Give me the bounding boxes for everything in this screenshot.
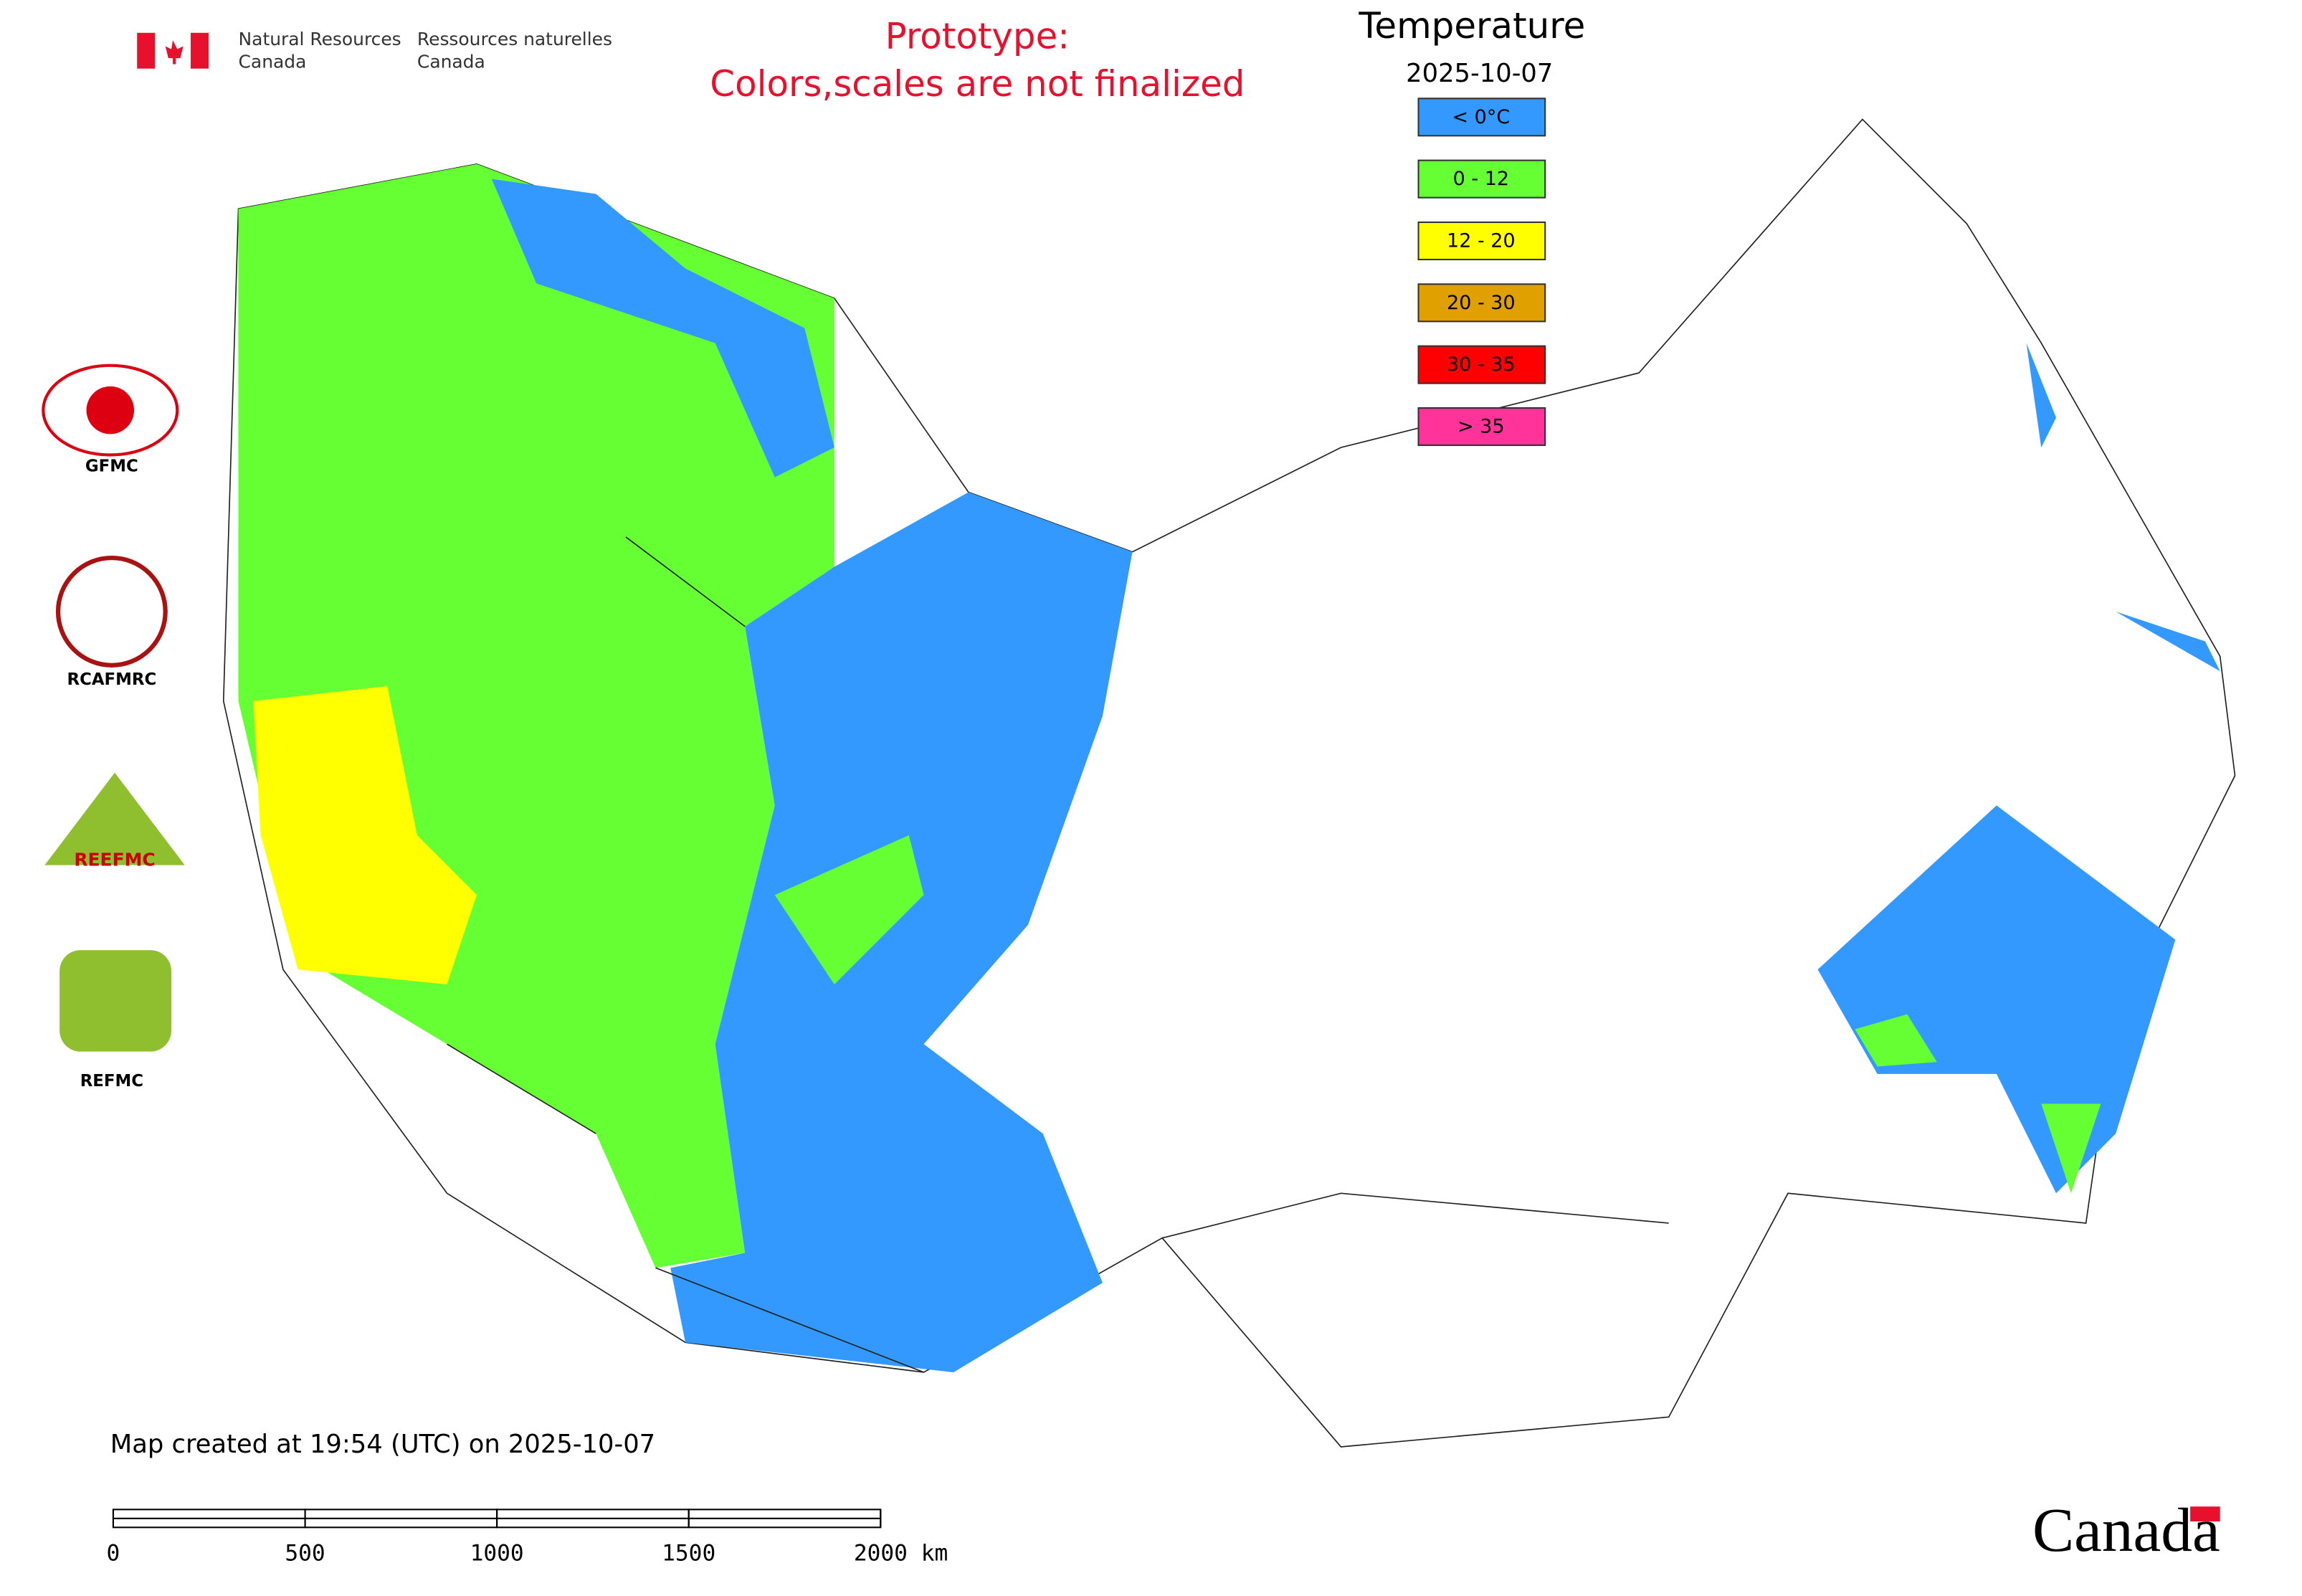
legend-label: 20 - 30 — [1447, 292, 1516, 314]
logo-gfmc-mark — [86, 386, 135, 434]
notice: Prototype: — [885, 16, 1070, 57]
legend-swatch — [1417, 221, 1546, 261]
org-name: Canada — [239, 51, 307, 72]
scale-label: 1500 — [662, 1541, 715, 1567]
legend-swatch — [1417, 283, 1546, 323]
temperature-zone — [253, 685, 477, 985]
legend-label: 0 - 12 — [1453, 168, 1509, 190]
temperature-zone — [2116, 611, 2220, 672]
legend-label: 12 - 20 — [1447, 230, 1516, 252]
maple-leaf — [165, 40, 184, 65]
partner-logos: GFMC RCAFMRC REEFMC REFMC — [42, 364, 185, 1091]
legend-swatch — [1417, 98, 1546, 137]
flag-band — [137, 32, 156, 69]
legend-label: 30 - 35 — [1447, 353, 1516, 376]
org-name: Natural Resources — [239, 29, 401, 49]
logo-refmc — [60, 950, 172, 1052]
scale-label: 500 — [285, 1541, 325, 1567]
map — [222, 118, 2236, 1448]
scale-label: 1000 — [470, 1541, 524, 1567]
legend-swatch — [1417, 159, 1546, 199]
legend-title: Temperature — [1358, 5, 1585, 47]
temperature-zone — [238, 163, 834, 1268]
map-footer: Map created at 19:54 (UTC) on 2025-10-07 — [110, 1430, 655, 1459]
legend-label: > 35 — [1457, 416, 1505, 438]
temperature-zone — [1817, 805, 2176, 1194]
scale-bar: 0 500 1000 1500 2000 km — [107, 1509, 948, 1567]
nrcan-signature: Natural Resources Canada Ressources natu… — [137, 29, 612, 72]
temperature-zone — [2041, 1103, 2101, 1194]
legend-swatch — [1417, 407, 1546, 447]
org-name: Canada — [417, 51, 485, 72]
logo-label: GFMC — [85, 457, 138, 476]
logo-label: REFMC — [80, 1072, 143, 1091]
border — [447, 536, 1669, 1373]
org-name: Ressources naturelles — [417, 29, 612, 49]
temperature-zone — [670, 492, 1133, 1372]
legend-swatch — [1417, 345, 1546, 384]
legend: Temperature 2025-10-07 < 0°C 0 - 12 12 - 2… — [1358, 5, 1585, 447]
temperature-zone — [1855, 1014, 1937, 1067]
canada-wordmark: Canada — [2032, 1495, 2220, 1564]
flag-band — [191, 32, 209, 69]
temperature-zone — [774, 835, 924, 985]
temperature-zone — [2026, 343, 2057, 448]
logo-label: REEFMC — [74, 849, 155, 870]
scale-label: 0 — [107, 1541, 120, 1567]
logo-reefmc — [44, 772, 185, 865]
logo-label: RCAFMRC — [67, 670, 156, 689]
wordmark-flag — [2190, 1506, 2220, 1521]
legend-label: < 0°C — [1452, 106, 1510, 128]
temperature-zone — [491, 179, 834, 478]
scale-label: 2000 km — [854, 1541, 948, 1567]
logo-rcafmrc — [55, 555, 168, 668]
notice: Colors,scales are not finalized — [710, 63, 1245, 105]
legend-date: 2025-10-07 — [1406, 59, 1553, 88]
